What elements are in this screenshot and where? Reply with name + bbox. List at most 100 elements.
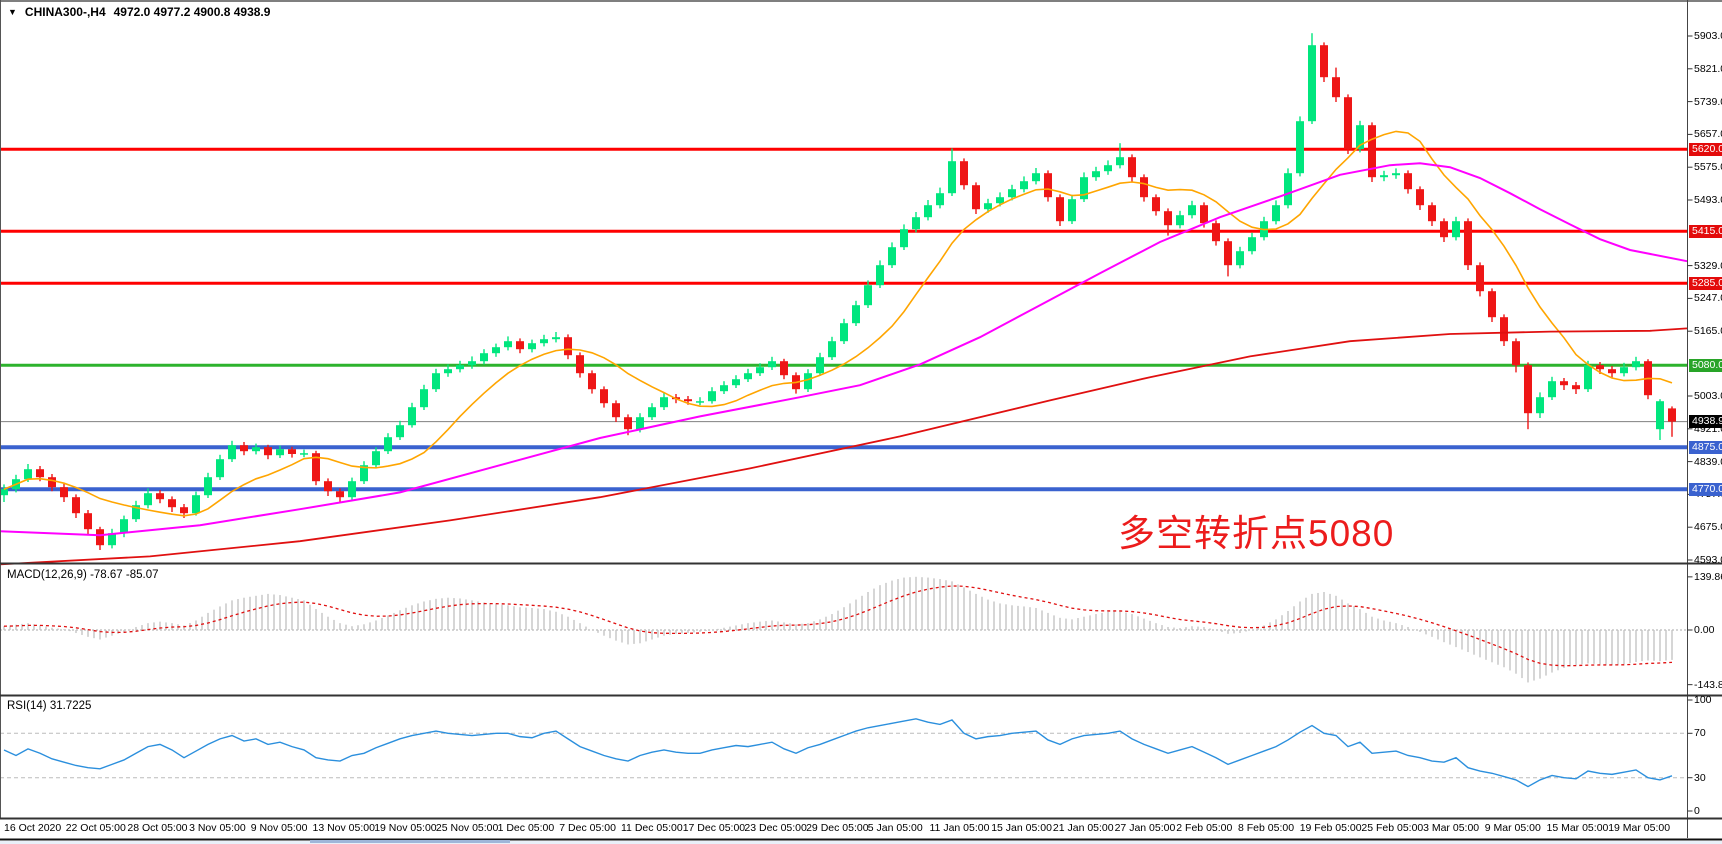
rsi-axis-label: 100 [1694, 694, 1712, 706]
candlestick [1320, 45, 1328, 78]
candlestick [492, 347, 500, 354]
candlestick [1296, 121, 1304, 174]
candlestick [1392, 173, 1400, 176]
dropdown-caret-icon[interactable]: ▼ [8, 7, 17, 17]
candlestick [1020, 181, 1028, 190]
candlestick [1440, 221, 1448, 238]
chart-text-annotation[interactable]: 多空转折点5080 [1118, 513, 1395, 554]
candlestick [1116, 157, 1124, 166]
candlestick [984, 203, 992, 210]
candlestick [312, 453, 320, 482]
candlestick [828, 341, 836, 358]
candlestick [1368, 125, 1376, 178]
candlestick [120, 519, 128, 534]
candlestick [252, 447, 260, 452]
support-price-tag: 4770.0 [1689, 482, 1722, 496]
time-axis-label: 8 Feb 05:00 [1238, 822, 1295, 834]
candlestick [240, 445, 248, 452]
candlestick [108, 533, 116, 546]
candlestick [24, 469, 32, 480]
time-axis-label: 13 Nov 05:00 [312, 822, 375, 834]
candlestick [228, 445, 236, 460]
candlestick [1008, 189, 1016, 198]
time-axis-label: 2 Feb 05:00 [1176, 822, 1233, 834]
candlestick [180, 507, 188, 514]
candlestick [408, 407, 416, 426]
price-axis-label: 5657.0 [1694, 128, 1722, 141]
candlestick [384, 437, 392, 452]
candlestick [432, 373, 440, 390]
candlestick [192, 495, 200, 514]
candlestick [480, 353, 488, 362]
time-axis-label: 3 Nov 05:00 [189, 822, 246, 834]
time-axis-label: 21 Jan 05:00 [1052, 822, 1114, 834]
candlestick [924, 205, 932, 218]
candlestick [1080, 177, 1088, 200]
candlestick [600, 389, 608, 404]
candlestick [1380, 175, 1388, 178]
candlestick [0, 489, 8, 496]
candlestick [168, 499, 176, 508]
candlestick [324, 481, 332, 492]
candlestick [456, 365, 464, 370]
candlestick [720, 385, 728, 392]
candlestick [1536, 397, 1544, 414]
candlestick [816, 357, 824, 374]
price-axis-label: 5821.0 [1694, 62, 1722, 75]
candlestick [972, 185, 980, 210]
candlestick [144, 493, 152, 506]
macd-axis-label: -143.82 [1694, 678, 1722, 691]
candlestick [84, 513, 92, 530]
candlestick [1284, 173, 1292, 206]
candlestick [708, 391, 716, 402]
candlestick [1548, 381, 1556, 398]
candlestick [540, 339, 548, 344]
price-axis-label: 5493.0 [1694, 194, 1722, 206]
candlestick [204, 477, 212, 496]
candlestick [804, 373, 812, 390]
macd-indicator-label: MACD(12,26,9) -78.67 -85.07 [7, 569, 159, 581]
candlestick [876, 265, 884, 286]
candlestick [1104, 165, 1112, 172]
candlestick [840, 323, 848, 342]
candlestick [1152, 197, 1160, 212]
time-axis-label: 25 Nov 05:00 [435, 822, 499, 834]
candlestick [1608, 369, 1616, 374]
time-axis-label: 7 Dec 05:00 [559, 822, 616, 834]
candlestick [1500, 317, 1508, 342]
candlestick [1488, 291, 1496, 318]
price-axis-label: 5247.0 [1694, 292, 1722, 305]
candlestick [912, 217, 920, 230]
time-axis-label: 29 Dec 05:00 [806, 822, 869, 834]
candlestick [360, 465, 368, 482]
candlestick [1272, 205, 1280, 222]
candlestick [1596, 365, 1604, 370]
price-axis-label: 5739.0 [1694, 95, 1722, 108]
candlestick [372, 451, 380, 466]
candlestick [420, 389, 428, 408]
candlestick [1476, 265, 1484, 292]
candlestick [900, 229, 908, 248]
horizontal-scrollbar[interactable] [310, 840, 510, 843]
time-axis-label: 11 Dec 05:00 [621, 822, 683, 834]
candlestick [1428, 205, 1436, 222]
support-price-tag: 4875.0 [1689, 440, 1722, 454]
candlestick [564, 337, 572, 356]
candlestick [684, 399, 692, 402]
candlestick [1212, 223, 1220, 242]
time-axis-label: 16 Oct 2020 [4, 822, 62, 834]
candlestick [1032, 173, 1040, 182]
candlestick [888, 247, 896, 266]
candlestick [1248, 237, 1256, 252]
candlestick [996, 197, 1004, 204]
time-axis-label: 5 Jan 05:00 [867, 822, 923, 834]
rsi-line [3, 718, 1673, 788]
candlestick [732, 379, 740, 386]
chart-header: ▼ CHINA300-,H4 4972.0 4977.2 4900.8 4938… [8, 5, 270, 19]
candlestick [516, 341, 524, 350]
candlestick [768, 361, 776, 368]
candlestick [276, 449, 284, 456]
candlestick [96, 529, 104, 546]
rsi-axis-label: 70 [1694, 727, 1706, 740]
